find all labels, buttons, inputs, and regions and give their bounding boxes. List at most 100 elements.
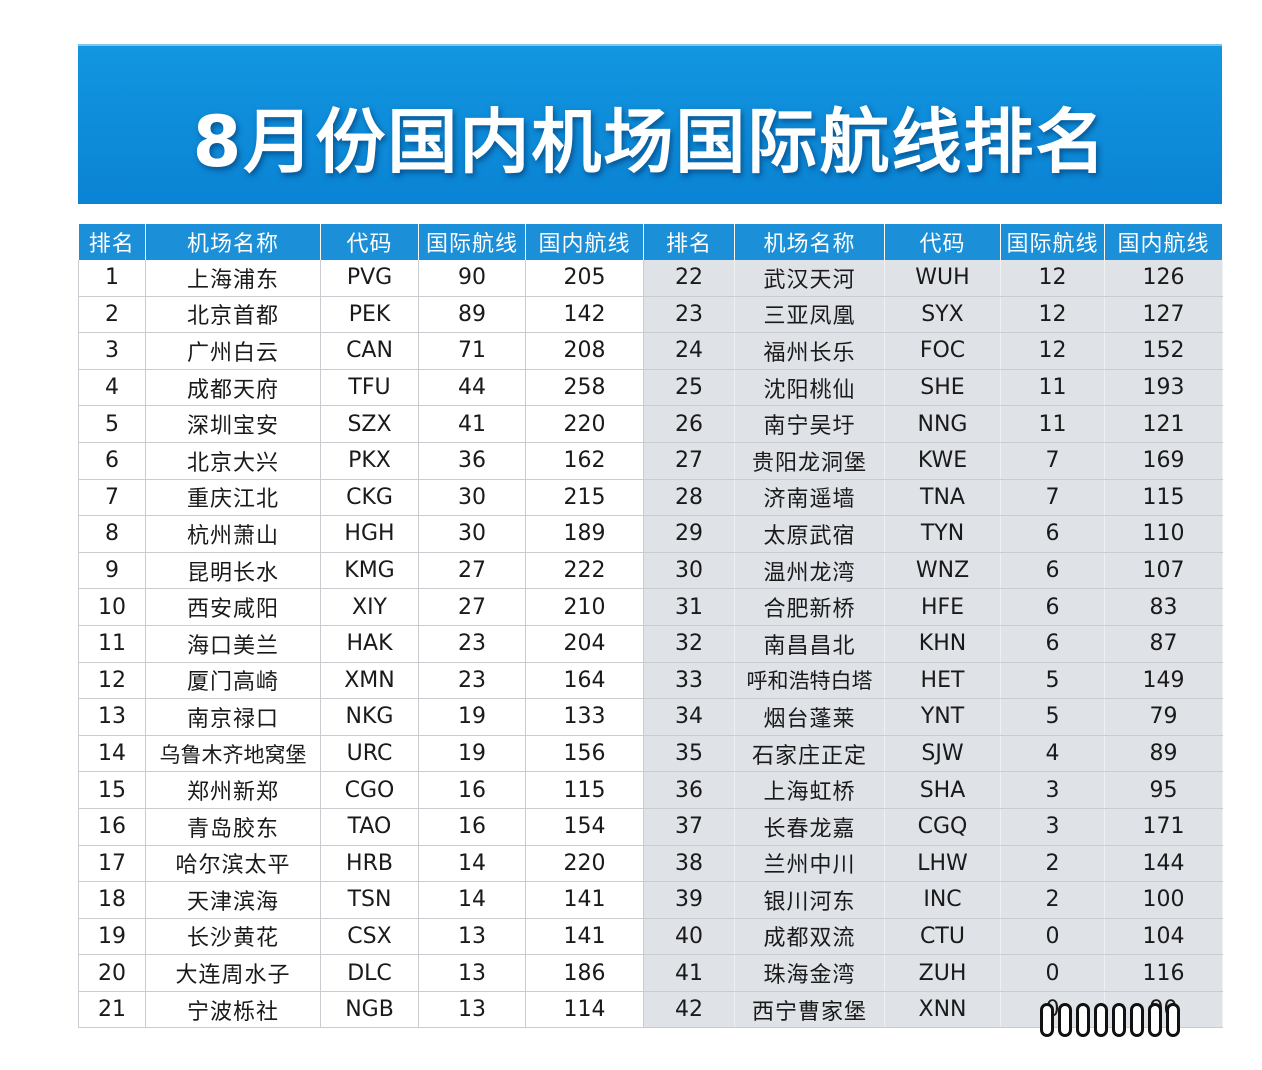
airport-name-cell: 济南遥墙 <box>734 479 885 517</box>
airport-name-cell: 成都天府 <box>145 369 321 407</box>
domestic-routes-cell: 115 <box>525 771 644 809</box>
airport-name-cell: 呼和浩特白塔 <box>734 662 885 700</box>
rank-cell: 16 <box>78 808 146 846</box>
airport-name-cell: 乌鲁木齐地窝堡 <box>145 735 321 773</box>
international-routes-cell: 5 <box>1000 662 1105 700</box>
rank-cell: 24 <box>643 332 735 370</box>
domestic-routes-cell: 193 <box>1104 369 1223 407</box>
rank-cell: 30 <box>643 552 735 590</box>
international-routes-cell: 7 <box>1000 442 1105 480</box>
table-row: 17 哈尔滨太平 HRB 14 220 38 兰州中川 LHW 2 144 <box>78 845 1223 883</box>
domestic-routes-cell: 162 <box>525 442 644 480</box>
international-routes-cell: 16 <box>418 808 526 846</box>
domestic-routes-cell: 142 <box>525 296 644 334</box>
domestic-routes-cell: 107 <box>1104 552 1223 590</box>
rank-cell: 2 <box>78 296 146 334</box>
code-cell: WNZ <box>884 552 1001 590</box>
airport-name-cell: 南昌昌北 <box>734 625 885 663</box>
rank-cell: 1 <box>78 260 146 297</box>
code-cell: TYN <box>884 515 1001 553</box>
rank-cell: 27 <box>643 442 735 480</box>
airport-name-cell: 北京首都 <box>145 296 321 334</box>
domestic-routes-cell: 127 <box>1104 296 1223 334</box>
airport-name-cell: 大连周水子 <box>145 954 321 992</box>
domestic-routes-cell: 115 <box>1104 479 1223 517</box>
international-routes-cell: 4 <box>1000 735 1105 773</box>
airport-name-cell: 珠海金湾 <box>734 954 885 992</box>
rank-cell: 14 <box>78 735 146 773</box>
international-routes-cell: 6 <box>1000 625 1105 663</box>
international-routes-cell: 14 <box>418 845 526 883</box>
airport-name-cell: 哈尔滨太平 <box>145 845 321 883</box>
code-cell: HAK <box>320 625 419 663</box>
domestic-routes-cell: 141 <box>525 918 644 956</box>
international-routes-cell: 27 <box>418 552 526 590</box>
domestic-routes-cell: 189 <box>525 515 644 553</box>
code-cell: INC <box>884 881 1001 919</box>
international-routes-cell: 5 <box>1000 698 1105 736</box>
rank-cell: 10 <box>78 588 146 626</box>
international-routes-cell: 7 <box>1000 479 1105 517</box>
international-routes-cell: 44 <box>418 369 526 407</box>
code-cell: YNT <box>884 698 1001 736</box>
international-routes-cell: 11 <box>1000 405 1105 443</box>
table-row: 13 南京禄口 NKG 19 133 34 烟台蓬莱 YNT 5 79 <box>78 698 1223 736</box>
table-row: 15 郑州新郑 CGO 16 115 36 上海虹桥 SHA 3 95 <box>78 771 1223 809</box>
rank-cell: 8 <box>78 515 146 553</box>
header-airport-name: 机场名称 <box>145 224 321 260</box>
code-cell: PKX <box>320 442 419 480</box>
table-row: 8 杭州萧山 HGH 30 189 29 太原武宿 TYN 6 110 <box>78 515 1223 553</box>
table-row: 20 大连周水子 DLC 13 186 41 珠海金湾 ZUH 0 116 <box>78 954 1223 992</box>
rank-cell: 20 <box>78 954 146 992</box>
airport-name-cell: 武汉天河 <box>734 260 885 297</box>
international-routes-cell: 36 <box>418 442 526 480</box>
domestic-routes-cell: 204 <box>525 625 644 663</box>
code-cell: KHN <box>884 625 1001 663</box>
domestic-routes-cell: 126 <box>1104 260 1223 297</box>
airport-name-cell: 北京大兴 <box>145 442 321 480</box>
airport-name-cell: 厦门高崎 <box>145 662 321 700</box>
international-routes-cell: 3 <box>1000 808 1105 846</box>
table-row: 7 重庆江北 CKG 30 215 28 济南遥墙 TNA 7 115 <box>78 479 1223 517</box>
header-airport-name: 机场名称 <box>734 224 885 260</box>
airport-name-cell: 重庆江北 <box>145 479 321 517</box>
domestic-routes-cell: 205 <box>525 260 644 297</box>
international-routes-cell: 13 <box>418 918 526 956</box>
header-rank: 排名 <box>78 224 146 260</box>
domestic-routes-cell: 154 <box>525 808 644 846</box>
code-cell: NNG <box>884 405 1001 443</box>
table-row: 21宁波栎社NGB1311442西宁曹家堡XNN090 <box>78 991 1223 1029</box>
international-routes-cell: 13 <box>418 991 526 1029</box>
domestic-routes-cell: 220 <box>525 845 644 883</box>
domestic-routes-cell: 152 <box>1104 332 1223 370</box>
international-routes-cell: 13 <box>418 954 526 992</box>
domestic-routes-cell: 141 <box>525 881 644 919</box>
airport-name-cell: 成都双流 <box>734 918 885 956</box>
code-cell: TFU <box>320 369 419 407</box>
airport-name-cell: 上海浦东 <box>145 260 321 297</box>
airport-name-cell: 长沙黄花 <box>145 918 321 956</box>
domestic-routes-cell: 208 <box>525 332 644 370</box>
airport-name-cell: 三亚凤凰 <box>734 296 885 334</box>
header-code: 代码 <box>320 224 419 260</box>
international-routes-cell: 6 <box>1000 588 1105 626</box>
rank-cell: 3 <box>78 332 146 370</box>
rank-cell: 35 <box>643 735 735 773</box>
domestic-routes-cell: 79 <box>1104 698 1223 736</box>
code-cell: HGH <box>320 515 419 553</box>
airport-name-cell: 沈阳桃仙 <box>734 369 885 407</box>
table-row: 9 昆明长水 KMG 27 222 30 温州龙湾 WNZ 6 107 <box>78 552 1223 590</box>
airport-name-cell: 银川河东 <box>734 881 885 919</box>
code-cell: FOC <box>884 332 1001 370</box>
airport-name-cell: 广州白云 <box>145 332 321 370</box>
header-code: 代码 <box>884 224 1001 260</box>
code-cell: KWE <box>884 442 1001 480</box>
airport-name-cell: 兰州中川 <box>734 845 885 883</box>
rank-cell: 39 <box>643 881 735 919</box>
table-row: 6 北京大兴 PKX 36 162 27 贵阳龙洞堡 KWE 7 169 <box>78 442 1223 480</box>
international-routes-cell: 0 <box>1000 954 1105 992</box>
domestic-routes-cell: 83 <box>1104 588 1223 626</box>
table-row: 18 天津滨海 TSN 14 141 39 银川河东 INC 2 100 <box>78 881 1223 919</box>
rank-cell: 25 <box>643 369 735 407</box>
rank-cell: 29 <box>643 515 735 553</box>
